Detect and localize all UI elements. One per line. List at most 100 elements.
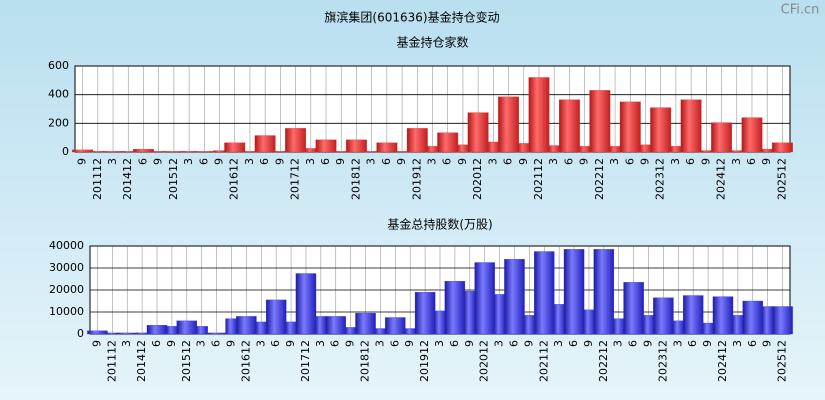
bar <box>493 294 506 335</box>
bar <box>653 297 674 335</box>
bar <box>517 143 531 153</box>
bar <box>346 139 367 153</box>
bar <box>558 99 580 153</box>
x-tick-label: 6 <box>329 340 342 347</box>
x-tick-label: 202412 <box>715 158 728 200</box>
watermark: CFi.cn <box>781 3 820 18</box>
x-tick-label: 9 <box>90 340 103 347</box>
x-tick-label: 3 <box>669 158 682 165</box>
bar <box>711 122 732 153</box>
chart-title: 基金持仓家数 <box>396 35 468 50</box>
bar <box>325 316 346 335</box>
y-tick-label: 20000 <box>49 283 84 296</box>
bar <box>374 328 387 335</box>
x-tick-label: 6 <box>448 340 461 347</box>
x-tick-label: 201412 <box>121 158 134 200</box>
bar <box>701 322 715 335</box>
x-tick-label: 201612 <box>228 158 241 200</box>
x-tick-label: 6 <box>562 158 575 165</box>
bar <box>534 251 555 335</box>
bar <box>608 146 622 153</box>
bar <box>72 149 94 153</box>
bar <box>498 96 519 153</box>
x-tick-label: 3 <box>493 340 506 347</box>
bar <box>243 151 257 153</box>
x-tick-label: 3 <box>254 340 267 347</box>
x-tick-label: 3 <box>314 340 327 347</box>
x-tick-label: 9 <box>517 158 530 165</box>
bar <box>224 142 246 153</box>
x-tick-label: 9 <box>760 158 773 165</box>
bar <box>474 262 495 335</box>
x-tick-label: 6 <box>269 340 282 347</box>
bar <box>487 141 500 153</box>
bar <box>195 326 208 335</box>
bar <box>623 282 644 335</box>
bar <box>344 327 357 335</box>
x-tick-label: 201112 <box>105 340 118 382</box>
x-tick-label: 201812 <box>359 340 372 382</box>
bar <box>426 146 439 153</box>
x-tick-label: 6 <box>623 158 636 165</box>
x-tick-label: 201812 <box>349 158 362 200</box>
bar <box>106 332 119 335</box>
x-tick-label: 202512 <box>775 158 788 200</box>
x-tick-label: 3 <box>671 340 684 347</box>
x-tick-label: 3 <box>243 158 256 165</box>
x-tick-label: 202412 <box>716 340 729 382</box>
bar <box>274 151 287 153</box>
bar <box>730 150 743 153</box>
bar <box>404 328 417 335</box>
bar <box>669 146 683 153</box>
bar <box>771 142 793 153</box>
bar <box>772 306 793 335</box>
bar <box>395 151 409 153</box>
bar <box>582 309 596 335</box>
x-tick-label: 9 <box>334 158 347 165</box>
x-tick-label: 9 <box>638 158 651 165</box>
x-tick-label: 6 <box>388 340 401 347</box>
x-tick-label: 9 <box>395 158 408 165</box>
x-tick-label: 6 <box>745 158 758 165</box>
bar <box>578 146 591 153</box>
x-tick-label: 6 <box>627 340 640 347</box>
bar <box>165 326 179 335</box>
x-tick-label: 3 <box>120 340 133 347</box>
x-tick-label: 6 <box>380 158 393 165</box>
x-tick-label: 9 <box>224 340 237 347</box>
bar <box>619 101 641 153</box>
y-tick-label: 10000 <box>49 305 84 318</box>
y-tick-label: 30000 <box>49 261 84 274</box>
x-tick-label: 3 <box>486 158 499 165</box>
bar <box>117 332 138 335</box>
bar <box>163 151 185 153</box>
x-tick-label: 3 <box>426 158 439 165</box>
x-tick-label: 3 <box>552 340 565 347</box>
x-tick-label: 9 <box>165 340 178 347</box>
bar <box>456 144 470 153</box>
bar <box>682 295 704 335</box>
y-tick-label: 0 <box>77 327 84 340</box>
x-tick-label: 3 <box>612 340 625 347</box>
bar <box>136 332 149 335</box>
x-tick-label: 202312 <box>656 340 669 382</box>
x-tick-label: 6 <box>258 158 271 165</box>
x-tick-label: 9 <box>284 340 297 347</box>
bar <box>760 148 774 153</box>
x-tick-label: 6 <box>684 158 697 165</box>
x-tick-label: 201612 <box>239 340 252 382</box>
x-tick-label: 9 <box>578 158 591 165</box>
bar <box>255 321 268 335</box>
x-tick-label: 202012 <box>478 340 491 382</box>
x-tick-label: 9 <box>403 340 416 347</box>
x-tick-label: 202012 <box>471 158 484 200</box>
bar <box>563 249 585 335</box>
x-tick-label: 202212 <box>597 340 610 382</box>
x-tick-label: 9 <box>761 340 774 347</box>
bar <box>284 321 298 335</box>
x-tick-label: 9 <box>344 340 357 347</box>
bar <box>91 151 105 153</box>
bar <box>504 259 525 335</box>
chart-title: 基金总持股数(万股) <box>387 217 492 232</box>
x-tick-label: 3 <box>195 340 208 347</box>
